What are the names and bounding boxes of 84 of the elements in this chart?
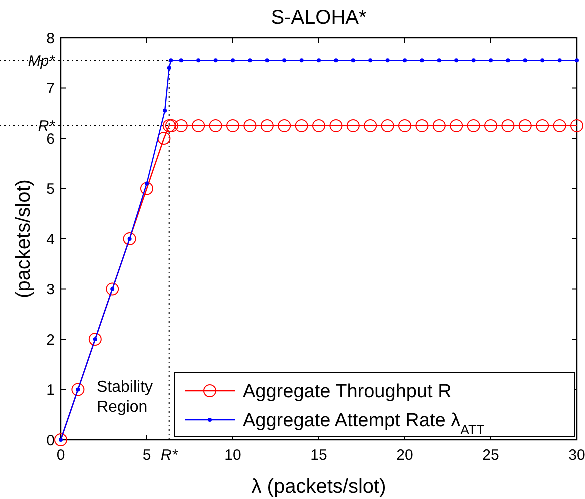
point (420, 58, 424, 63)
point (502, 119, 515, 132)
point (244, 119, 257, 132)
point (209, 119, 222, 132)
point (72, 383, 85, 396)
y-tick-label: 0 (46, 432, 55, 450)
point (570, 119, 584, 132)
point (518, 119, 532, 132)
point (106, 282, 120, 296)
point (398, 119, 412, 132)
point (54, 434, 68, 446)
y-tick-label: 7 (46, 80, 55, 98)
point (174, 119, 188, 132)
y-tick-label: Mp* (28, 52, 56, 70)
point (334, 58, 338, 63)
point (88, 333, 102, 346)
point (330, 119, 343, 132)
point (386, 58, 390, 63)
point (484, 119, 498, 132)
point (472, 58, 476, 63)
y-tick-label: 2 (46, 332, 55, 349)
point (403, 58, 407, 63)
x-tick-label: R* (161, 447, 179, 464)
legend-label: Aggregate Attempt Rate λ$_{ATT}$ (243, 410, 485, 438)
point (381, 119, 394, 132)
y-tick-label: 5 (46, 181, 55, 198)
point (489, 58, 493, 63)
point (226, 119, 240, 132)
point (437, 58, 442, 63)
chart-title: S-ALOHA* (271, 7, 368, 29)
point (179, 58, 184, 63)
point (536, 119, 550, 132)
point (558, 58, 562, 63)
point (167, 66, 172, 70)
y-tick-label: 1 (46, 382, 55, 399)
point (300, 58, 304, 63)
point (248, 58, 252, 63)
point (312, 119, 326, 132)
point (467, 119, 480, 132)
x-tick-label: 10 (224, 447, 242, 464)
y-tick-label: 6 (46, 130, 55, 148)
point (165, 119, 178, 132)
point (432, 119, 446, 132)
point (158, 132, 171, 145)
point (123, 232, 136, 246)
point (265, 58, 270, 63)
point (282, 58, 287, 63)
point (231, 58, 235, 63)
point (553, 119, 566, 132)
point (162, 119, 176, 132)
point (575, 58, 579, 63)
x-axis-title: λ (packets/slot) (252, 476, 386, 498)
point (317, 58, 321, 63)
point (145, 182, 149, 186)
point (454, 58, 459, 63)
y-tick-label: 3 (46, 282, 55, 298)
point (523, 58, 528, 63)
x-tick-label: 25 (482, 447, 500, 464)
point (506, 58, 510, 63)
point (368, 58, 373, 63)
x-tick-label: 5 (142, 447, 152, 464)
point (295, 119, 308, 132)
point (192, 119, 206, 132)
point (346, 119, 360, 132)
point (163, 108, 168, 113)
point (364, 119, 378, 132)
y-tick-label: 4 (46, 231, 55, 248)
annotation: Stability Region (97, 379, 154, 416)
legend-label: Aggregate Throughput R (243, 382, 452, 403)
point (416, 119, 429, 132)
point (196, 58, 201, 63)
y-tick-label: 8 (46, 30, 55, 48)
point (278, 119, 292, 132)
y-axis-title: (packets/slot) (13, 180, 35, 298)
x-tick-label: 20 (396, 447, 414, 464)
point (169, 58, 174, 63)
point (140, 182, 154, 196)
point (540, 58, 545, 63)
point (214, 58, 218, 63)
point (450, 119, 464, 132)
point (260, 119, 274, 132)
x-tick-label: 30 (568, 447, 585, 464)
x-tick-label: 15 (310, 447, 328, 464)
point (351, 58, 356, 63)
